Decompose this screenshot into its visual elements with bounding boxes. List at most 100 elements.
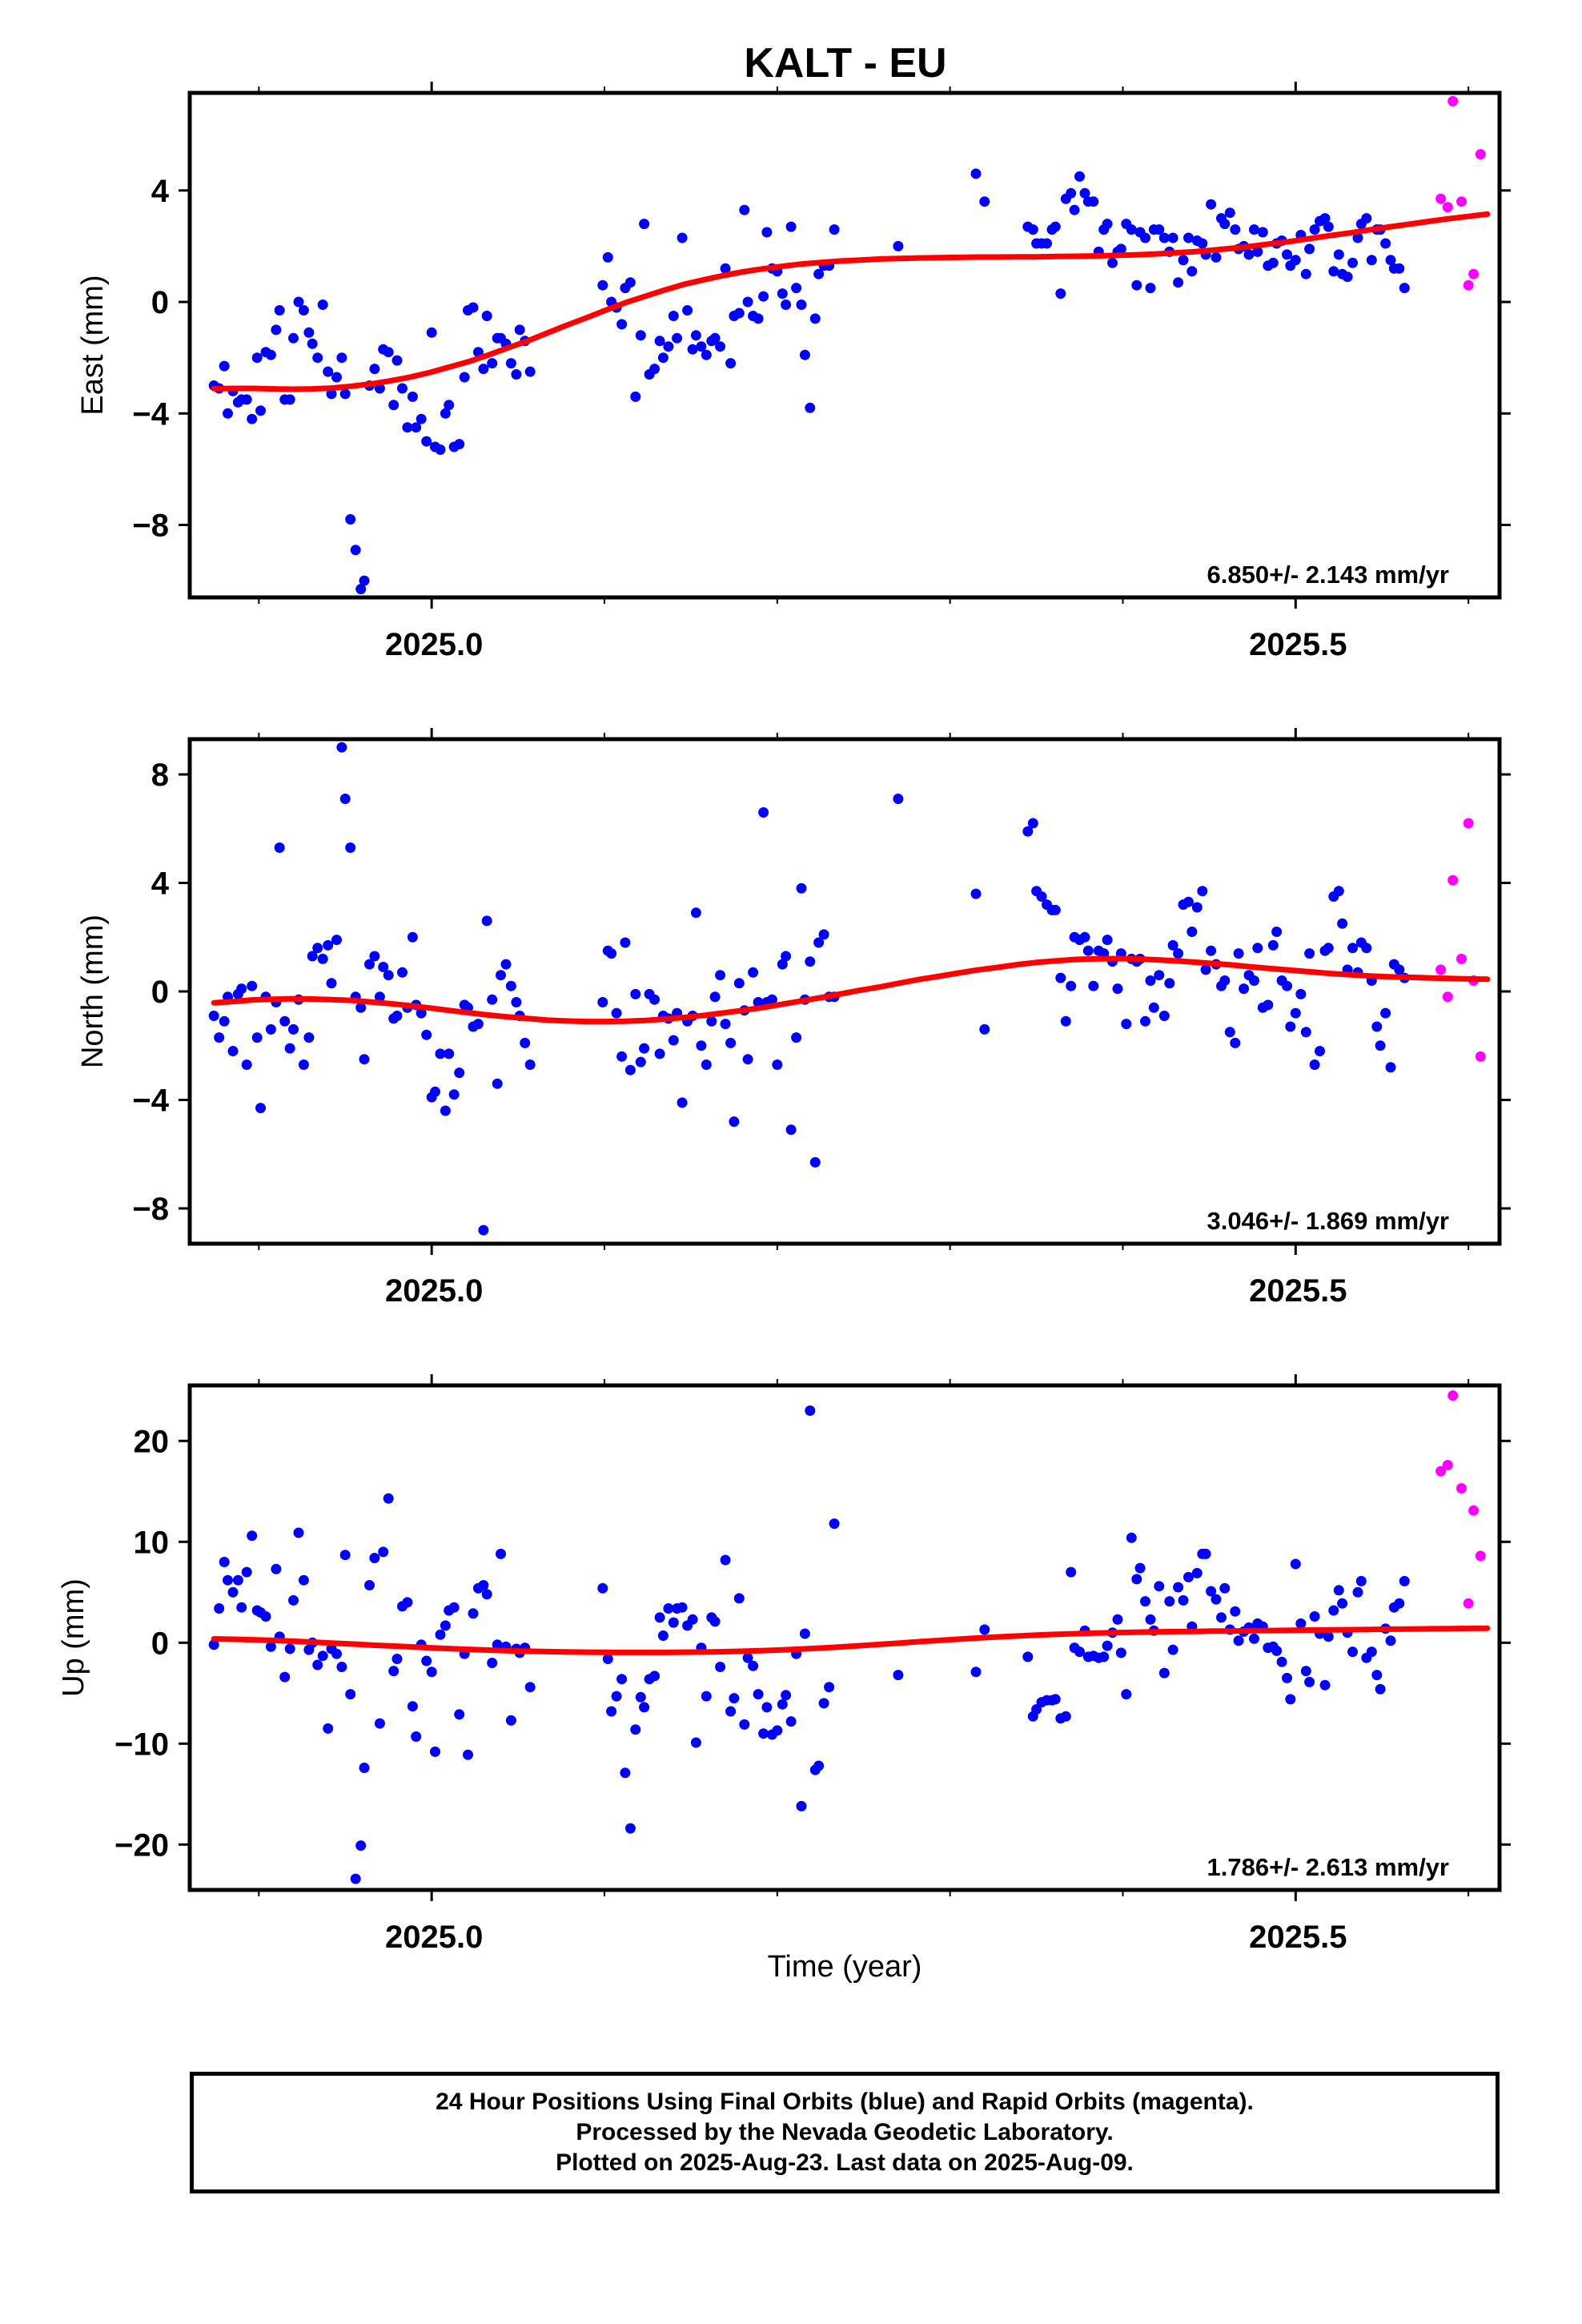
east-final-orbit-point	[374, 383, 385, 394]
up-final-orbit-point	[355, 1840, 367, 1852]
north-final-orbit-point	[1197, 886, 1208, 897]
up-final-orbit-point	[606, 1706, 617, 1717]
north-final-orbit-point	[748, 967, 759, 978]
east-final-orbit-point	[1126, 224, 1137, 235]
east-final-orbit-point	[1178, 255, 1189, 266]
up-final-orbit-point	[426, 1667, 437, 1678]
up-final-orbit-point	[602, 1654, 613, 1664]
north-final-orbit-point	[511, 997, 522, 1007]
north-final-orbit-point	[454, 1068, 465, 1079]
east-rapid-orbit-point	[1442, 202, 1453, 213]
footer-info-box: 24 Hour Positions Using Final Orbits (bl…	[190, 2072, 1500, 2193]
east-final-orbit-point	[274, 305, 285, 316]
north-final-orbit-point	[326, 978, 337, 989]
east-final-orbit-point	[1069, 204, 1080, 215]
north-final-orbit-point	[742, 1054, 753, 1065]
up-final-orbit-point	[690, 1737, 701, 1748]
east-final-orbit-point	[742, 296, 753, 308]
up-final-orbit-point	[219, 1557, 230, 1567]
east-final-orbit-point	[1252, 246, 1263, 257]
north-final-orbit-point	[1102, 935, 1113, 946]
east-final-orbit-point	[1145, 283, 1156, 294]
north-final-orbit-point	[1082, 945, 1094, 956]
up-final-orbit-point	[1233, 1635, 1244, 1647]
east-final-orbit-point	[345, 514, 356, 525]
up-final-orbit-point	[265, 1641, 276, 1652]
east-rapid-orbit-point	[1435, 193, 1447, 204]
up-final-orbit-point	[1098, 1651, 1110, 1663]
north-final-orbit-point	[620, 937, 631, 948]
east-final-orbit-point	[1027, 224, 1038, 235]
up-final-orbit-point	[374, 1718, 385, 1729]
north-final-orbit-point	[677, 1097, 688, 1108]
up-final-orbit-point	[758, 1728, 769, 1739]
east-velocity-label: 6.850+/- 2.143 mm/yr	[1207, 561, 1449, 589]
up-final-orbit-point	[720, 1554, 731, 1566]
up-final-orbit-point	[1319, 1679, 1331, 1691]
up-final-orbit-point	[454, 1709, 465, 1720]
up-final-orbit-point	[1134, 1562, 1146, 1574]
up-y-axis-label: Up (mm)	[57, 1578, 90, 1697]
north-y-tick-label: 0	[151, 975, 169, 1010]
east-final-orbit-point	[687, 344, 698, 355]
east-final-orbit-point	[799, 349, 810, 360]
north-final-orbit-point	[1060, 1015, 1071, 1027]
north-y-tick-label: −4	[132, 1083, 169, 1118]
up-final-orbit-point	[487, 1658, 498, 1668]
up-final-orbit-point	[339, 1550, 351, 1561]
up-final-orbit-point	[1249, 1633, 1259, 1644]
east-final-orbit-point	[677, 232, 688, 243]
north-final-orbit-point	[236, 983, 247, 995]
east-final-orbit-point	[809, 313, 821, 324]
up-y-tick-label: 20	[134, 1424, 170, 1459]
up-final-orbit-point	[1230, 1606, 1241, 1617]
north-final-orbit-point	[444, 1048, 455, 1059]
up-final-orbit-point	[312, 1659, 323, 1671]
east-final-orbit-point	[416, 413, 427, 424]
north-y-tick-label: 8	[151, 758, 169, 793]
north-final-orbit-point	[227, 1046, 239, 1056]
north-final-orbit-point	[492, 1078, 503, 1089]
up-final-orbit-point	[1154, 1581, 1165, 1592]
up-final-orbit-point	[1385, 1635, 1396, 1647]
up-final-orbit-point	[761, 1702, 773, 1713]
up-final-orbit-point	[597, 1582, 608, 1594]
up-final-orbit-point	[345, 1689, 356, 1700]
north-final-orbit-point	[288, 1023, 299, 1035]
north-final-orbit-point	[1347, 943, 1358, 954]
east-final-orbit-point	[1055, 288, 1066, 300]
east-final-orbit-point	[682, 305, 693, 316]
up-rapid-orbit-point	[1447, 1390, 1459, 1401]
north-final-orbit-point	[777, 959, 788, 970]
north-final-orbit-point	[1285, 1021, 1296, 1032]
north-final-orbit-point	[496, 970, 506, 981]
north-final-orbit-point	[725, 1037, 737, 1048]
up-final-orbit-point	[279, 1671, 291, 1683]
up-rapid-orbit-point	[1456, 1483, 1467, 1494]
up-rapid-orbit-point	[1463, 1598, 1474, 1609]
up-final-orbit-point	[649, 1671, 661, 1682]
up-final-orbit-point	[1145, 1614, 1156, 1625]
north-final-orbit-point	[1371, 1021, 1383, 1032]
east-final-orbit-point	[733, 308, 745, 319]
up-final-orbit-point	[611, 1691, 622, 1702]
up-final-orbit-point	[635, 1691, 646, 1703]
east-final-orbit-point	[454, 439, 465, 450]
east-final-orbit-point	[805, 402, 816, 413]
north-final-orbit-point	[1233, 948, 1244, 959]
east-plot-frame	[187, 90, 1502, 600]
up-data-points	[208, 1390, 1491, 1884]
east-final-orbit-point	[1211, 251, 1222, 263]
up-final-orbit-point	[1022, 1651, 1034, 1663]
north-final-orbit-point	[440, 1105, 451, 1116]
north-x-tick-label: 2025.5	[1249, 1273, 1347, 1309]
north-final-orbit-point	[1361, 943, 1372, 954]
north-final-orbit-point	[421, 1029, 432, 1040]
east-final-orbit-point	[1167, 232, 1178, 243]
east-final-orbit-point	[1050, 221, 1061, 232]
east-final-orbit-point	[312, 352, 323, 364]
east-final-orbit-point	[970, 168, 982, 179]
east-final-orbit-point	[511, 369, 522, 380]
east-final-orbit-point	[663, 341, 674, 352]
east-final-orbit-point	[829, 224, 840, 235]
